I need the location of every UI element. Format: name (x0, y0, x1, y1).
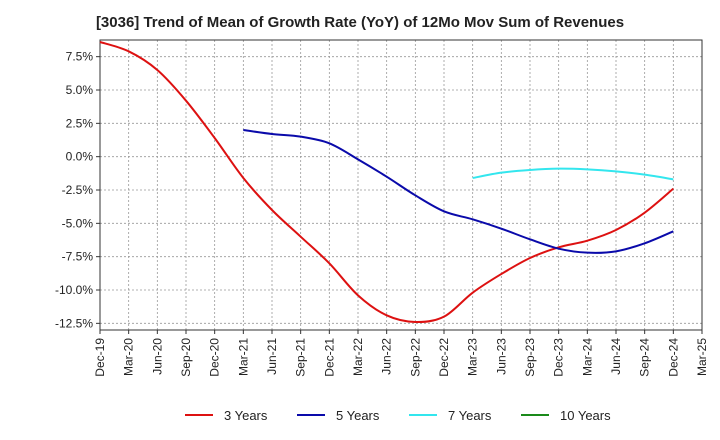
x-tick-label: Mar-20 (122, 338, 136, 376)
x-tick-label: Mar-22 (351, 338, 365, 376)
x-tick-label: Jun-21 (265, 338, 279, 375)
series-layer (99, 41, 674, 324)
x-axis-tick-labels: Dec-19 Mar-20 Jun-20 Sep-20 Dec-20 Mar-21 Jun-… (93, 338, 709, 377)
x-tick-label: Jun-23 (494, 338, 508, 375)
y-tick-label: -2.5% (62, 183, 94, 197)
x-tick-label: Mar-21 (236, 338, 250, 376)
y-tick-label: 7.5% (66, 50, 94, 64)
y-tick-label: -12.5% (55, 316, 93, 330)
y-tick-label: -7.5% (62, 250, 94, 264)
series-line-3-years (99, 41, 674, 324)
y-tick-label: -5.0% (62, 216, 94, 230)
x-tick-label: Jun-20 (150, 338, 164, 375)
x-tick-label: Dec-24 (666, 338, 680, 377)
plot-area-frame (99, 39, 703, 331)
x-tick-label: Dec-19 (93, 338, 107, 377)
x-tick-label: Mar-24 (580, 338, 594, 376)
grid-layer (100, 40, 702, 330)
x-tick-label: Jun-22 (380, 338, 394, 375)
x-tick-label: Sep-24 (638, 338, 652, 377)
y-tick-label: -10.0% (55, 283, 93, 297)
legend-label-5-years: 5 Years (336, 408, 380, 423)
y-axis-tick-labels: 7.5% 5.0% 2.5% 0.0% -2.5% -5.0% -7.5% -10.0% -12… (55, 50, 93, 331)
x-tick-label: Sep-22 (408, 338, 422, 377)
x-tick-label: Dec-21 (322, 338, 336, 377)
x-tick-label: Mar-25 (695, 338, 709, 376)
y-tick-label: 2.5% (66, 116, 94, 130)
legend-label-3-years: 3 Years (224, 408, 268, 423)
legend-label-10-years: 10 Years (560, 408, 611, 423)
x-tick-label: Dec-23 (552, 338, 566, 377)
series-line-7-years (472, 167, 674, 181)
chart-title: [3036] Trend of Mean of Growth Rate (YoY… (95, 14, 625, 31)
x-tick-label: Dec-20 (208, 338, 222, 377)
y-tick-label: 0.0% (66, 150, 94, 164)
x-tick-label: Sep-20 (179, 338, 193, 377)
x-tick-label: Sep-21 (294, 338, 308, 377)
x-tick-label: Mar-23 (466, 338, 480, 376)
x-tick-label: Dec-22 (437, 338, 451, 377)
legend: 3 Years 5 Years 7 Years 10 Years (185, 408, 611, 423)
x-tick-label: Jun-24 (609, 338, 623, 375)
series-line-5-years (243, 129, 674, 254)
legend-label-7-years: 7 Years (448, 408, 492, 423)
y-tick-label: 5.0% (66, 83, 94, 97)
tick-layer (96, 56, 703, 334)
x-tick-label: Sep-23 (523, 338, 537, 377)
